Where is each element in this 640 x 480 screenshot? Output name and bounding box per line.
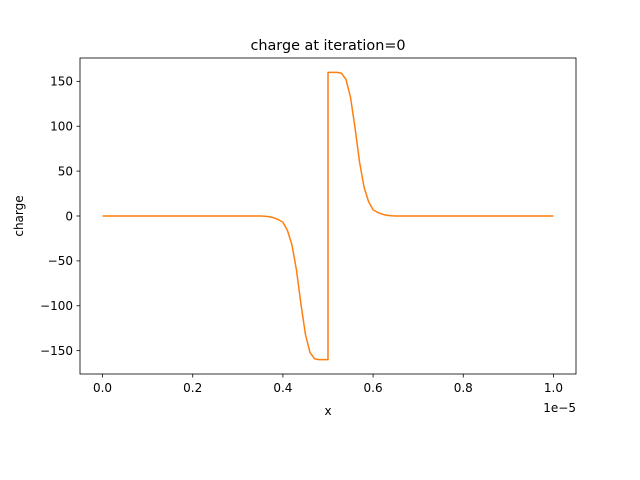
y-axis-label: charge xyxy=(12,195,26,236)
x-tick-label: 0.0 xyxy=(93,381,112,395)
x-axis-label: x xyxy=(324,404,331,418)
chart-title: charge at iteration=0 xyxy=(250,38,405,54)
x-tick-label: 0.8 xyxy=(454,381,473,395)
series-layer xyxy=(102,71,554,361)
x-tick-label: 0.2 xyxy=(183,381,202,395)
series-line-0 xyxy=(102,71,554,361)
y-tick-label: −150 xyxy=(40,344,73,358)
x-axis-offset-text: 1e−5 xyxy=(543,401,576,415)
x-tick-label: 0.4 xyxy=(273,381,292,395)
y-tick-label: 50 xyxy=(58,164,73,178)
y-axis: −150 −100 −50 0 50 100 150 xyxy=(40,75,80,358)
x-tick-label: 1.0 xyxy=(544,381,563,395)
y-tick-label: −50 xyxy=(48,254,73,268)
x-axis: 0.0 0.2 0.4 0.6 0.8 1.0 xyxy=(93,374,563,395)
y-tick-label: 0 xyxy=(65,209,73,223)
y-tick-label: 100 xyxy=(50,120,73,134)
y-tick-label: 150 xyxy=(50,75,73,89)
y-tick-label: −100 xyxy=(40,299,73,313)
x-tick-label: 0.6 xyxy=(364,381,383,395)
